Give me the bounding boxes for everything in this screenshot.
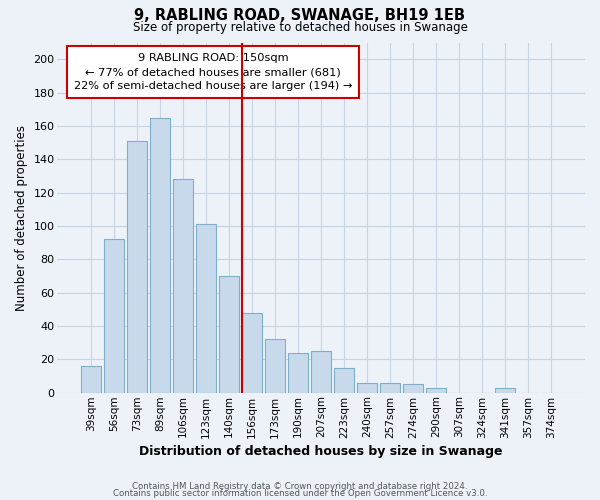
Bar: [265, 340, 285, 392]
Text: 9 RABLING ROAD: 150sqm
← 77% of detached houses are smaller (681)
22% of semi-de: 9 RABLING ROAD: 150sqm ← 77% of detached…: [74, 53, 352, 91]
Y-axis label: Number of detached properties: Number of detached properties: [15, 124, 28, 310]
Bar: [196, 224, 216, 392]
Bar: [289, 352, 308, 393]
Text: Contains HM Land Registry data © Crown copyright and database right 2024.: Contains HM Land Registry data © Crown c…: [132, 482, 468, 491]
Bar: [104, 240, 124, 392]
Bar: [403, 384, 423, 392]
Text: Size of property relative to detached houses in Swanage: Size of property relative to detached ho…: [133, 21, 467, 34]
Bar: [496, 388, 515, 392]
X-axis label: Distribution of detached houses by size in Swanage: Distribution of detached houses by size …: [139, 444, 503, 458]
Bar: [427, 388, 446, 392]
Bar: [242, 312, 262, 392]
Bar: [127, 141, 147, 393]
Bar: [380, 382, 400, 392]
Bar: [82, 366, 101, 392]
Bar: [151, 118, 170, 392]
Text: Contains public sector information licensed under the Open Government Licence v3: Contains public sector information licen…: [113, 490, 487, 498]
Text: 9, RABLING ROAD, SWANAGE, BH19 1EB: 9, RABLING ROAD, SWANAGE, BH19 1EB: [134, 8, 466, 22]
Bar: [311, 351, 331, 393]
Bar: [173, 179, 193, 392]
Bar: [220, 276, 239, 392]
Bar: [358, 382, 377, 392]
Bar: [334, 368, 354, 392]
